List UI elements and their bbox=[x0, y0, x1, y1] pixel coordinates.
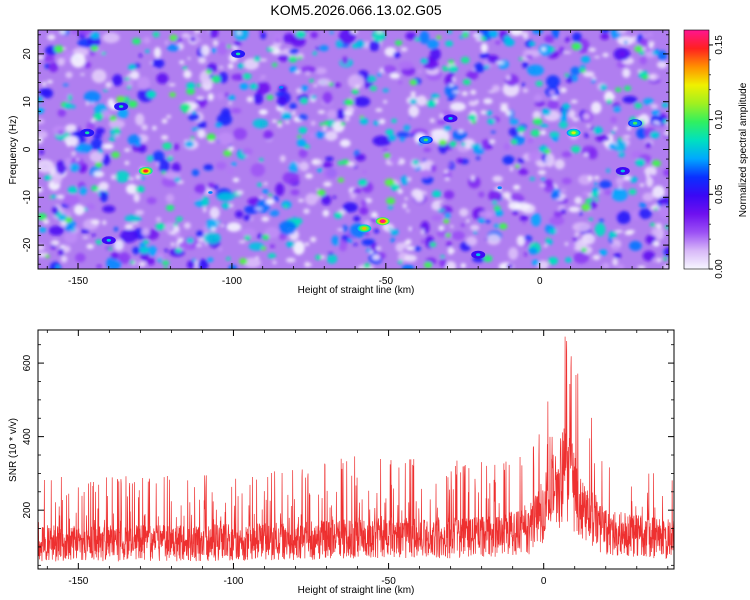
snr-x-label: Height of straight line (km) bbox=[298, 585, 415, 596]
spectrogram-x-tick-label: -50 bbox=[379, 276, 394, 287]
spectrogram-y-ticks: 20 10 0 -10 -20 bbox=[22, 34, 669, 265]
spectrogram-image bbox=[38, 30, 669, 269]
spectrogram-hotspot bbox=[208, 191, 213, 194]
spectrogram-hotspot bbox=[443, 114, 458, 123]
snr-panel: -150 -100 -50 0 200 400 600 Height of straigh… bbox=[8, 329, 675, 596]
colorbar-tick-label: 0.00 bbox=[714, 259, 725, 279]
spectrogram-x-ticks: -150 -100 -50 0 bbox=[46, 30, 664, 287]
spectrogram-y-tick-label: -20 bbox=[22, 237, 33, 252]
snr-x-tick-label: 0 bbox=[541, 576, 547, 587]
spectrogram-y-tick-label: 10 bbox=[22, 96, 33, 108]
spectrogram-hotspot bbox=[497, 186, 502, 190]
snr-y-ticks: 200 400 600 bbox=[22, 344, 674, 566]
spectrogram-panel: -150 -100 -50 0 20 10 0 -10 -20 Height of strai… bbox=[8, 29, 670, 296]
snr-x-tick-label: -50 bbox=[381, 576, 396, 587]
spectrogram-y-tick-label: 20 bbox=[22, 48, 33, 60]
spectrogram-hotspot bbox=[138, 167, 153, 175]
spectrogram-hotspot bbox=[471, 250, 486, 259]
snr-x-tick-label: -150 bbox=[68, 576, 88, 587]
chart-title: KOM5.2026.066.13.02.G05 bbox=[270, 2, 441, 18]
spectrogram-hotspot bbox=[279, 86, 284, 89]
spectrogram-hotspot bbox=[628, 119, 643, 128]
spectrogram-hotspot bbox=[375, 217, 390, 226]
spectrogram-y-label: Frequency (Hz) bbox=[8, 116, 19, 185]
spectrogram-hotspot bbox=[357, 224, 372, 233]
spectrogram-x-tick-label: -100 bbox=[222, 276, 242, 287]
spectrogram-hotspot bbox=[114, 102, 129, 111]
snr-y-tick-label: 200 bbox=[22, 501, 33, 518]
colorbar-label: Normalized spectral amplitude bbox=[738, 82, 749, 217]
spectrogram-y-tick-label: -10 bbox=[22, 190, 33, 205]
snr-y-label: SNR (10 * v/v) bbox=[8, 418, 19, 482]
spectrogram-hotspot bbox=[101, 236, 116, 245]
spectrogram-x-label: Height of straight line (km) bbox=[298, 285, 415, 296]
spectrogram-y-tick-label: 0 bbox=[22, 146, 33, 152]
spectrogram-hotspot bbox=[418, 135, 433, 144]
colorbar-ticks: 0.00 0.05 0.10 0.15 bbox=[709, 35, 725, 279]
snr-y-tick-label: 600 bbox=[22, 354, 33, 371]
snr-frame bbox=[37, 329, 675, 570]
snr-y-tick-label: 400 bbox=[22, 428, 33, 445]
spectrogram-hotspot bbox=[231, 49, 246, 58]
snr-x-tick-label: -100 bbox=[223, 576, 243, 587]
spectrogram-x-tick-label: 0 bbox=[537, 276, 543, 287]
colorbar: 0.00 0.05 0.10 0.15 Normalized spectral amp… bbox=[683, 29, 749, 279]
spectrogram-hotspot bbox=[566, 128, 581, 137]
snr-x-ticks: -150 -100 -50 0 bbox=[46, 330, 669, 587]
spectrogram-x-tick-label: -150 bbox=[68, 276, 88, 287]
spectrogram-hotspot bbox=[615, 167, 630, 175]
colorbar-tick-label: 0.15 bbox=[714, 35, 725, 55]
spectrogram-speckle bbox=[38, 30, 669, 269]
spectrogram-hotspot bbox=[80, 128, 95, 137]
colorbar-tick-label: 0.05 bbox=[714, 184, 725, 204]
colorbar-scale bbox=[684, 30, 709, 269]
colorbar-tick-label: 0.10 bbox=[714, 109, 725, 129]
snr-series-line bbox=[38, 336, 674, 562]
